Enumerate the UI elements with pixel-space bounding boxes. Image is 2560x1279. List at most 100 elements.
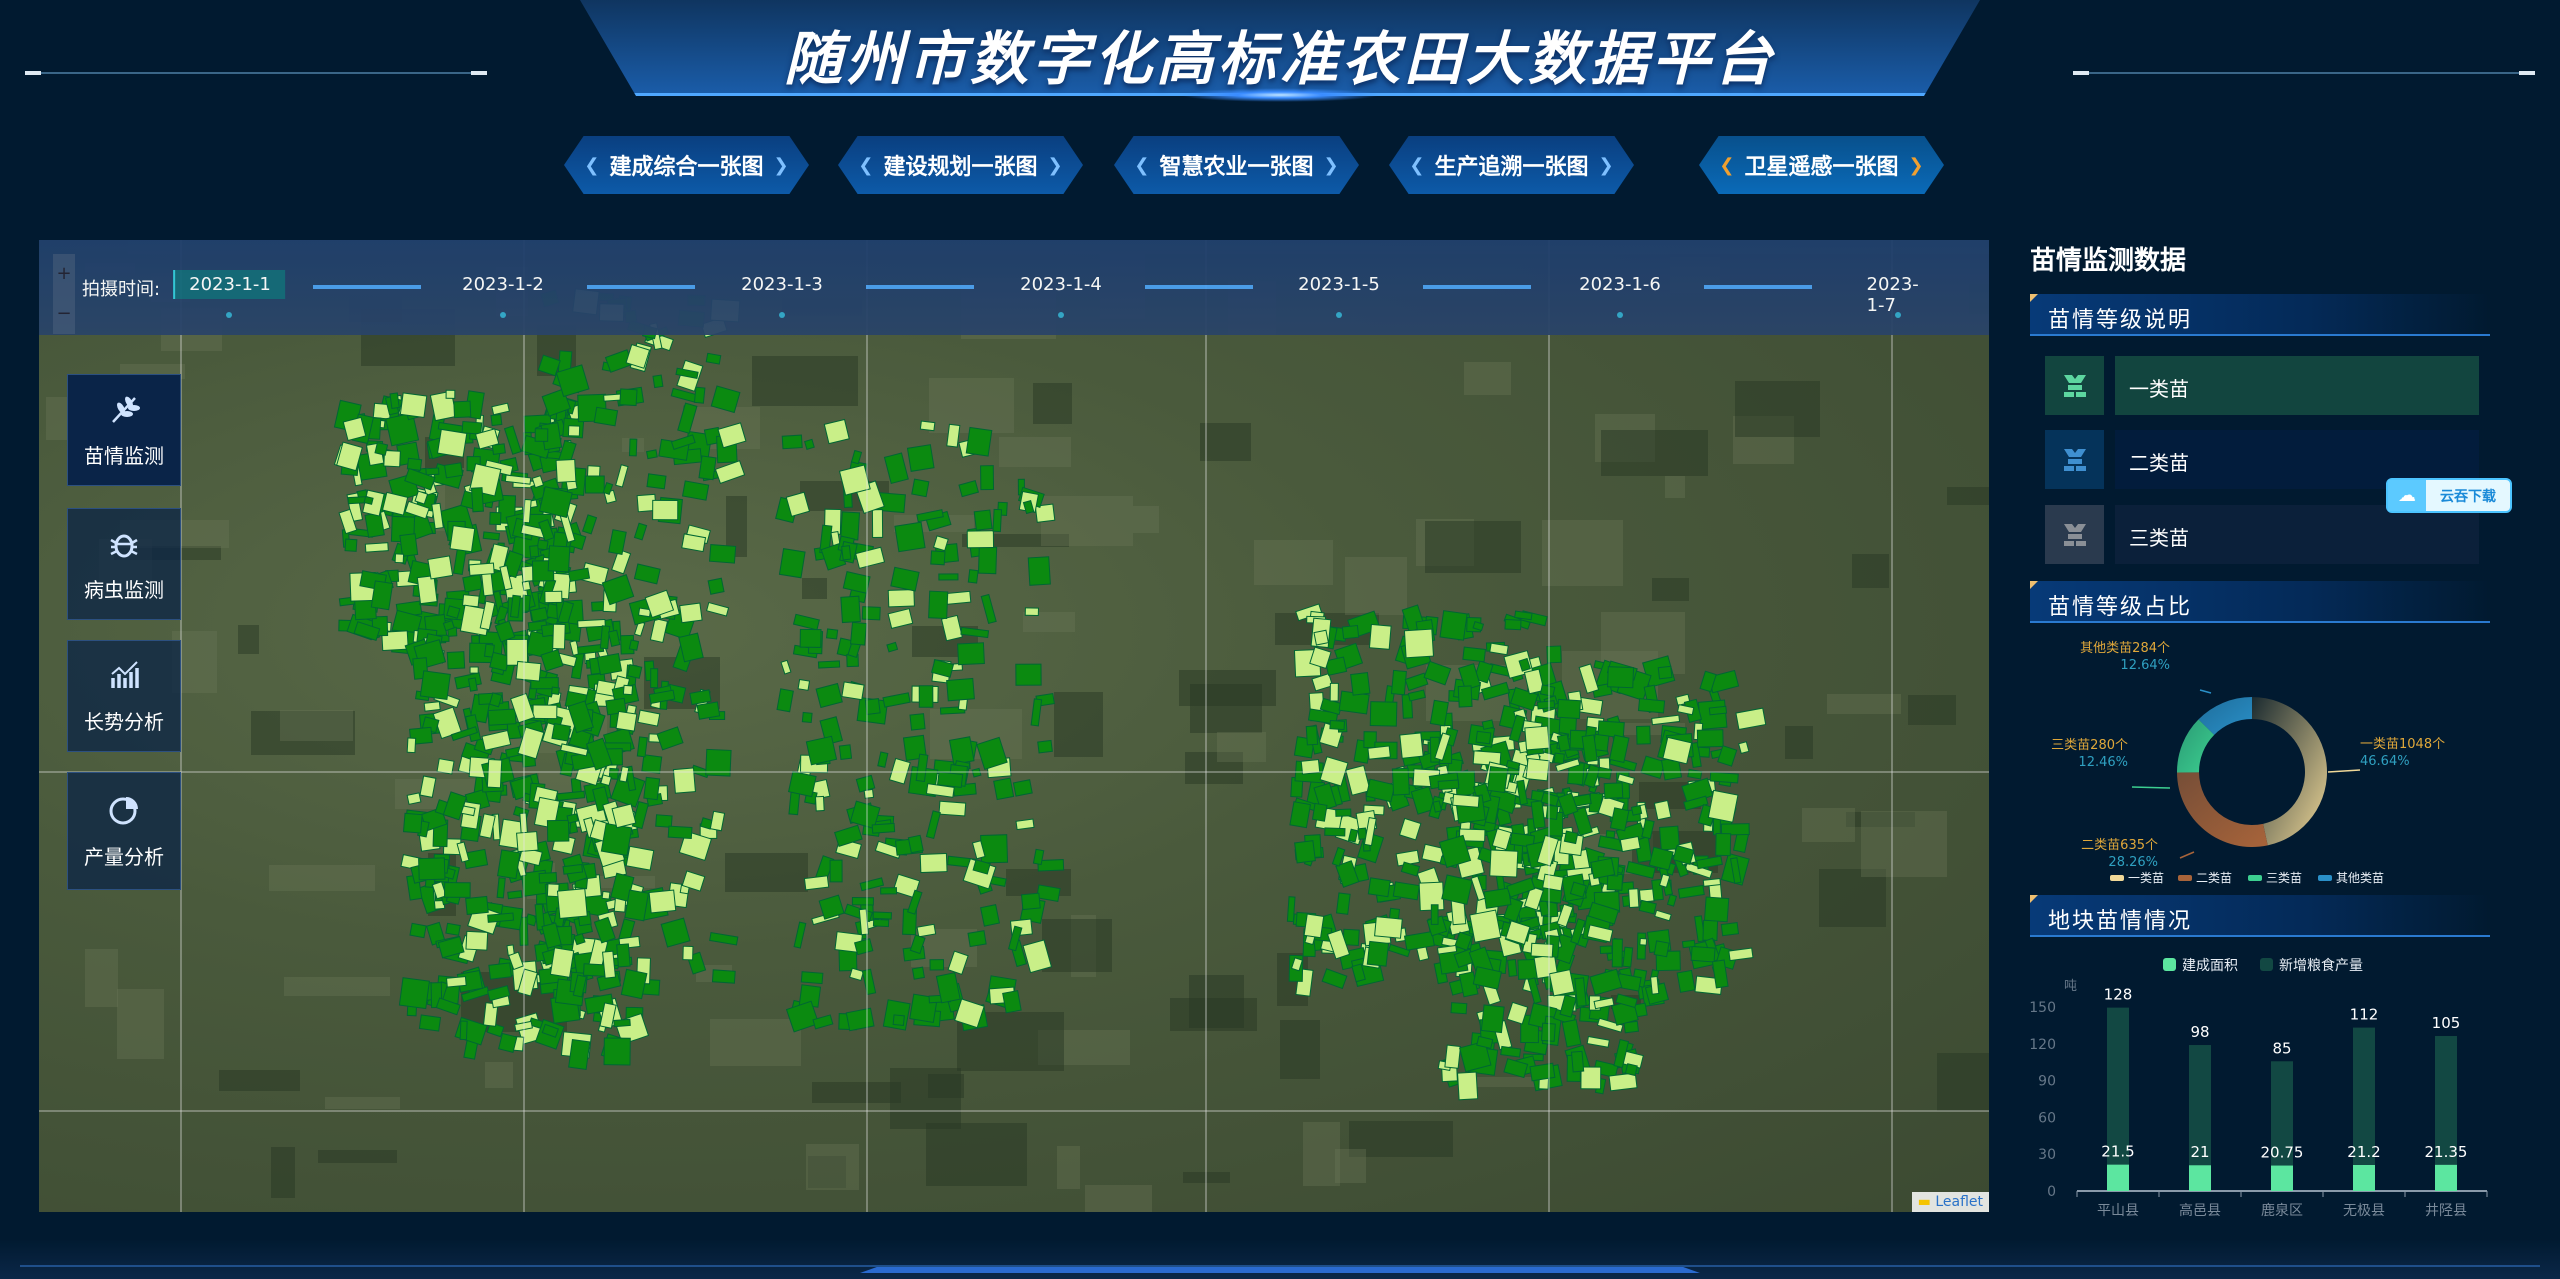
field-parcel[interactable]: [1351, 963, 1366, 983]
timeline-dot[interactable]: [500, 312, 506, 318]
field-parcel[interactable]: [573, 933, 586, 946]
timeline-dot[interactable]: [779, 312, 785, 318]
field-parcel[interactable]: [1708, 705, 1728, 716]
bar-built-area[interactable]: [2107, 1164, 2129, 1191]
field-parcel[interactable]: [1324, 656, 1348, 676]
field-parcel[interactable]: [399, 533, 419, 557]
field-parcel[interactable]: [516, 831, 539, 853]
field-parcel[interactable]: [803, 875, 830, 891]
field-parcel[interactable]: [1622, 946, 1634, 968]
field-parcel[interactable]: [1677, 884, 1705, 899]
field-parcel[interactable]: [1636, 725, 1651, 745]
field-parcel[interactable]: [442, 619, 455, 632]
field-parcel[interactable]: [1300, 758, 1321, 775]
leaflet-attribution[interactable]: ▬ Leaflet: [1911, 1192, 1989, 1212]
field-parcel[interactable]: [470, 487, 484, 513]
field-parcel[interactable]: [979, 904, 1001, 927]
field-parcel[interactable]: [1653, 940, 1670, 958]
field-parcel[interactable]: [442, 791, 468, 821]
field-parcel[interactable]: [1586, 1035, 1610, 1048]
field-parcel[interactable]: [972, 859, 991, 875]
field-parcel[interactable]: [514, 1020, 533, 1032]
field-parcel[interactable]: [620, 968, 648, 1000]
field-parcel[interactable]: [546, 883, 560, 898]
field-parcel[interactable]: [655, 814, 673, 828]
field-parcel[interactable]: [1489, 849, 1519, 878]
bar-grain-output[interactable]: [2107, 1007, 2129, 1165]
field-parcel[interactable]: [1676, 969, 1696, 993]
field-parcel[interactable]: [1563, 830, 1579, 845]
field-parcel[interactable]: [1556, 698, 1582, 720]
field-parcel[interactable]: [608, 767, 619, 780]
field-parcel[interactable]: [489, 692, 503, 708]
field-parcel[interactable]: [861, 968, 877, 996]
field-parcel[interactable]: [491, 443, 506, 455]
field-parcel[interactable]: [919, 420, 936, 432]
field-parcel[interactable]: [829, 859, 843, 883]
field-parcel[interactable]: [1024, 607, 1039, 617]
field-parcel[interactable]: [1608, 1072, 1638, 1092]
field-parcel[interactable]: [696, 701, 721, 720]
field-parcel[interactable]: [419, 670, 451, 701]
field-parcel[interactable]: [1681, 939, 1696, 949]
field-parcel[interactable]: [1319, 756, 1349, 787]
field-parcel[interactable]: [971, 767, 982, 778]
timeline-dot[interactable]: [1336, 312, 1342, 318]
legend-label[interactable]: 一类苗: [2128, 871, 2164, 885]
field-parcel[interactable]: [1037, 859, 1065, 872]
field-parcel[interactable]: [1507, 959, 1518, 977]
field-parcel[interactable]: [1703, 896, 1730, 923]
field-parcel[interactable]: [1007, 925, 1023, 952]
field-parcel[interactable]: [1326, 929, 1351, 960]
field-parcel[interactable]: [567, 425, 581, 437]
field-parcel[interactable]: [1590, 857, 1616, 880]
field-parcel[interactable]: [785, 1000, 820, 1033]
field-parcel[interactable]: [383, 449, 401, 468]
field-parcel[interactable]: [446, 605, 461, 619]
field-parcel[interactable]: [1407, 689, 1426, 702]
field-parcel[interactable]: [342, 416, 367, 442]
field-parcel[interactable]: [1421, 843, 1445, 864]
field-parcel[interactable]: [1548, 969, 1575, 997]
field-parcel[interactable]: [560, 743, 589, 757]
timeline-dot[interactable]: [1617, 312, 1623, 318]
field-parcel[interactable]: [1403, 628, 1434, 659]
field-parcel[interactable]: [615, 464, 629, 488]
field-parcel[interactable]: [1472, 621, 1485, 632]
field-parcel[interactable]: [1636, 932, 1647, 960]
field-parcel[interactable]: [603, 1037, 631, 1066]
field-parcel[interactable]: [656, 726, 684, 751]
field-parcel[interactable]: [863, 788, 875, 799]
field-parcel[interactable]: [1022, 499, 1035, 515]
field-parcel[interactable]: [993, 777, 1015, 801]
field-parcel[interactable]: [1607, 666, 1635, 689]
field-parcel[interactable]: [394, 553, 405, 564]
field-parcel[interactable]: [381, 491, 409, 516]
field-parcel[interactable]: [423, 701, 441, 712]
field-parcel[interactable]: [581, 514, 598, 535]
field-parcel[interactable]: [515, 660, 542, 682]
field-parcel[interactable]: [864, 697, 881, 716]
field-parcel[interactable]: [1374, 916, 1403, 939]
field-parcel[interactable]: [631, 801, 649, 830]
field-parcel[interactable]: [1290, 957, 1304, 972]
field-parcel[interactable]: [1536, 700, 1556, 710]
field-parcel[interactable]: [444, 882, 471, 898]
field-parcel[interactable]: [577, 618, 606, 629]
field-parcel[interactable]: [1452, 793, 1480, 808]
field-parcel[interactable]: [633, 563, 661, 585]
field-parcel[interactable]: [555, 364, 590, 398]
field-parcel[interactable]: [845, 1007, 875, 1032]
field-parcel[interactable]: [925, 810, 941, 840]
field-parcel[interactable]: [601, 574, 635, 606]
field-parcel[interactable]: [883, 452, 909, 485]
field-parcel[interactable]: [940, 614, 963, 642]
field-parcel[interactable]: [1345, 764, 1371, 796]
field-parcel[interactable]: [919, 852, 948, 874]
field-parcel[interactable]: [1720, 921, 1740, 937]
timeline-date[interactable]: 2023-1-2: [462, 274, 544, 295]
field-parcel[interactable]: [850, 449, 863, 465]
legend-label[interactable]: 建成面积: [2182, 958, 2238, 974]
field-parcel[interactable]: [584, 475, 605, 494]
field-parcel[interactable]: [1480, 1004, 1505, 1034]
